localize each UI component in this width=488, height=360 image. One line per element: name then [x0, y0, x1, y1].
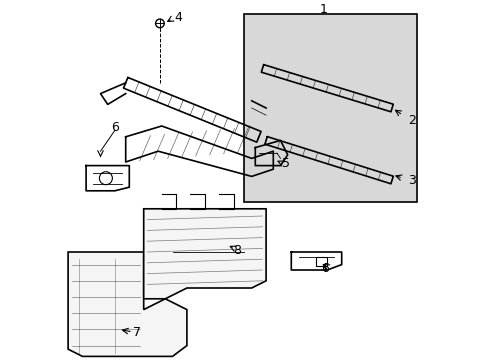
- Text: 7: 7: [132, 327, 140, 339]
- Text: 6: 6: [321, 262, 329, 275]
- Text: 6: 6: [111, 121, 119, 134]
- Text: 1: 1: [319, 3, 327, 15]
- Text: 2: 2: [407, 114, 415, 127]
- Polygon shape: [68, 252, 186, 356]
- Text: 4: 4: [174, 11, 182, 24]
- Text: 8: 8: [233, 244, 241, 257]
- Polygon shape: [143, 209, 265, 299]
- Bar: [316, 257, 326, 266]
- Bar: [244, 14, 416, 202]
- Text: 3: 3: [407, 174, 415, 186]
- Text: 5: 5: [281, 157, 289, 170]
